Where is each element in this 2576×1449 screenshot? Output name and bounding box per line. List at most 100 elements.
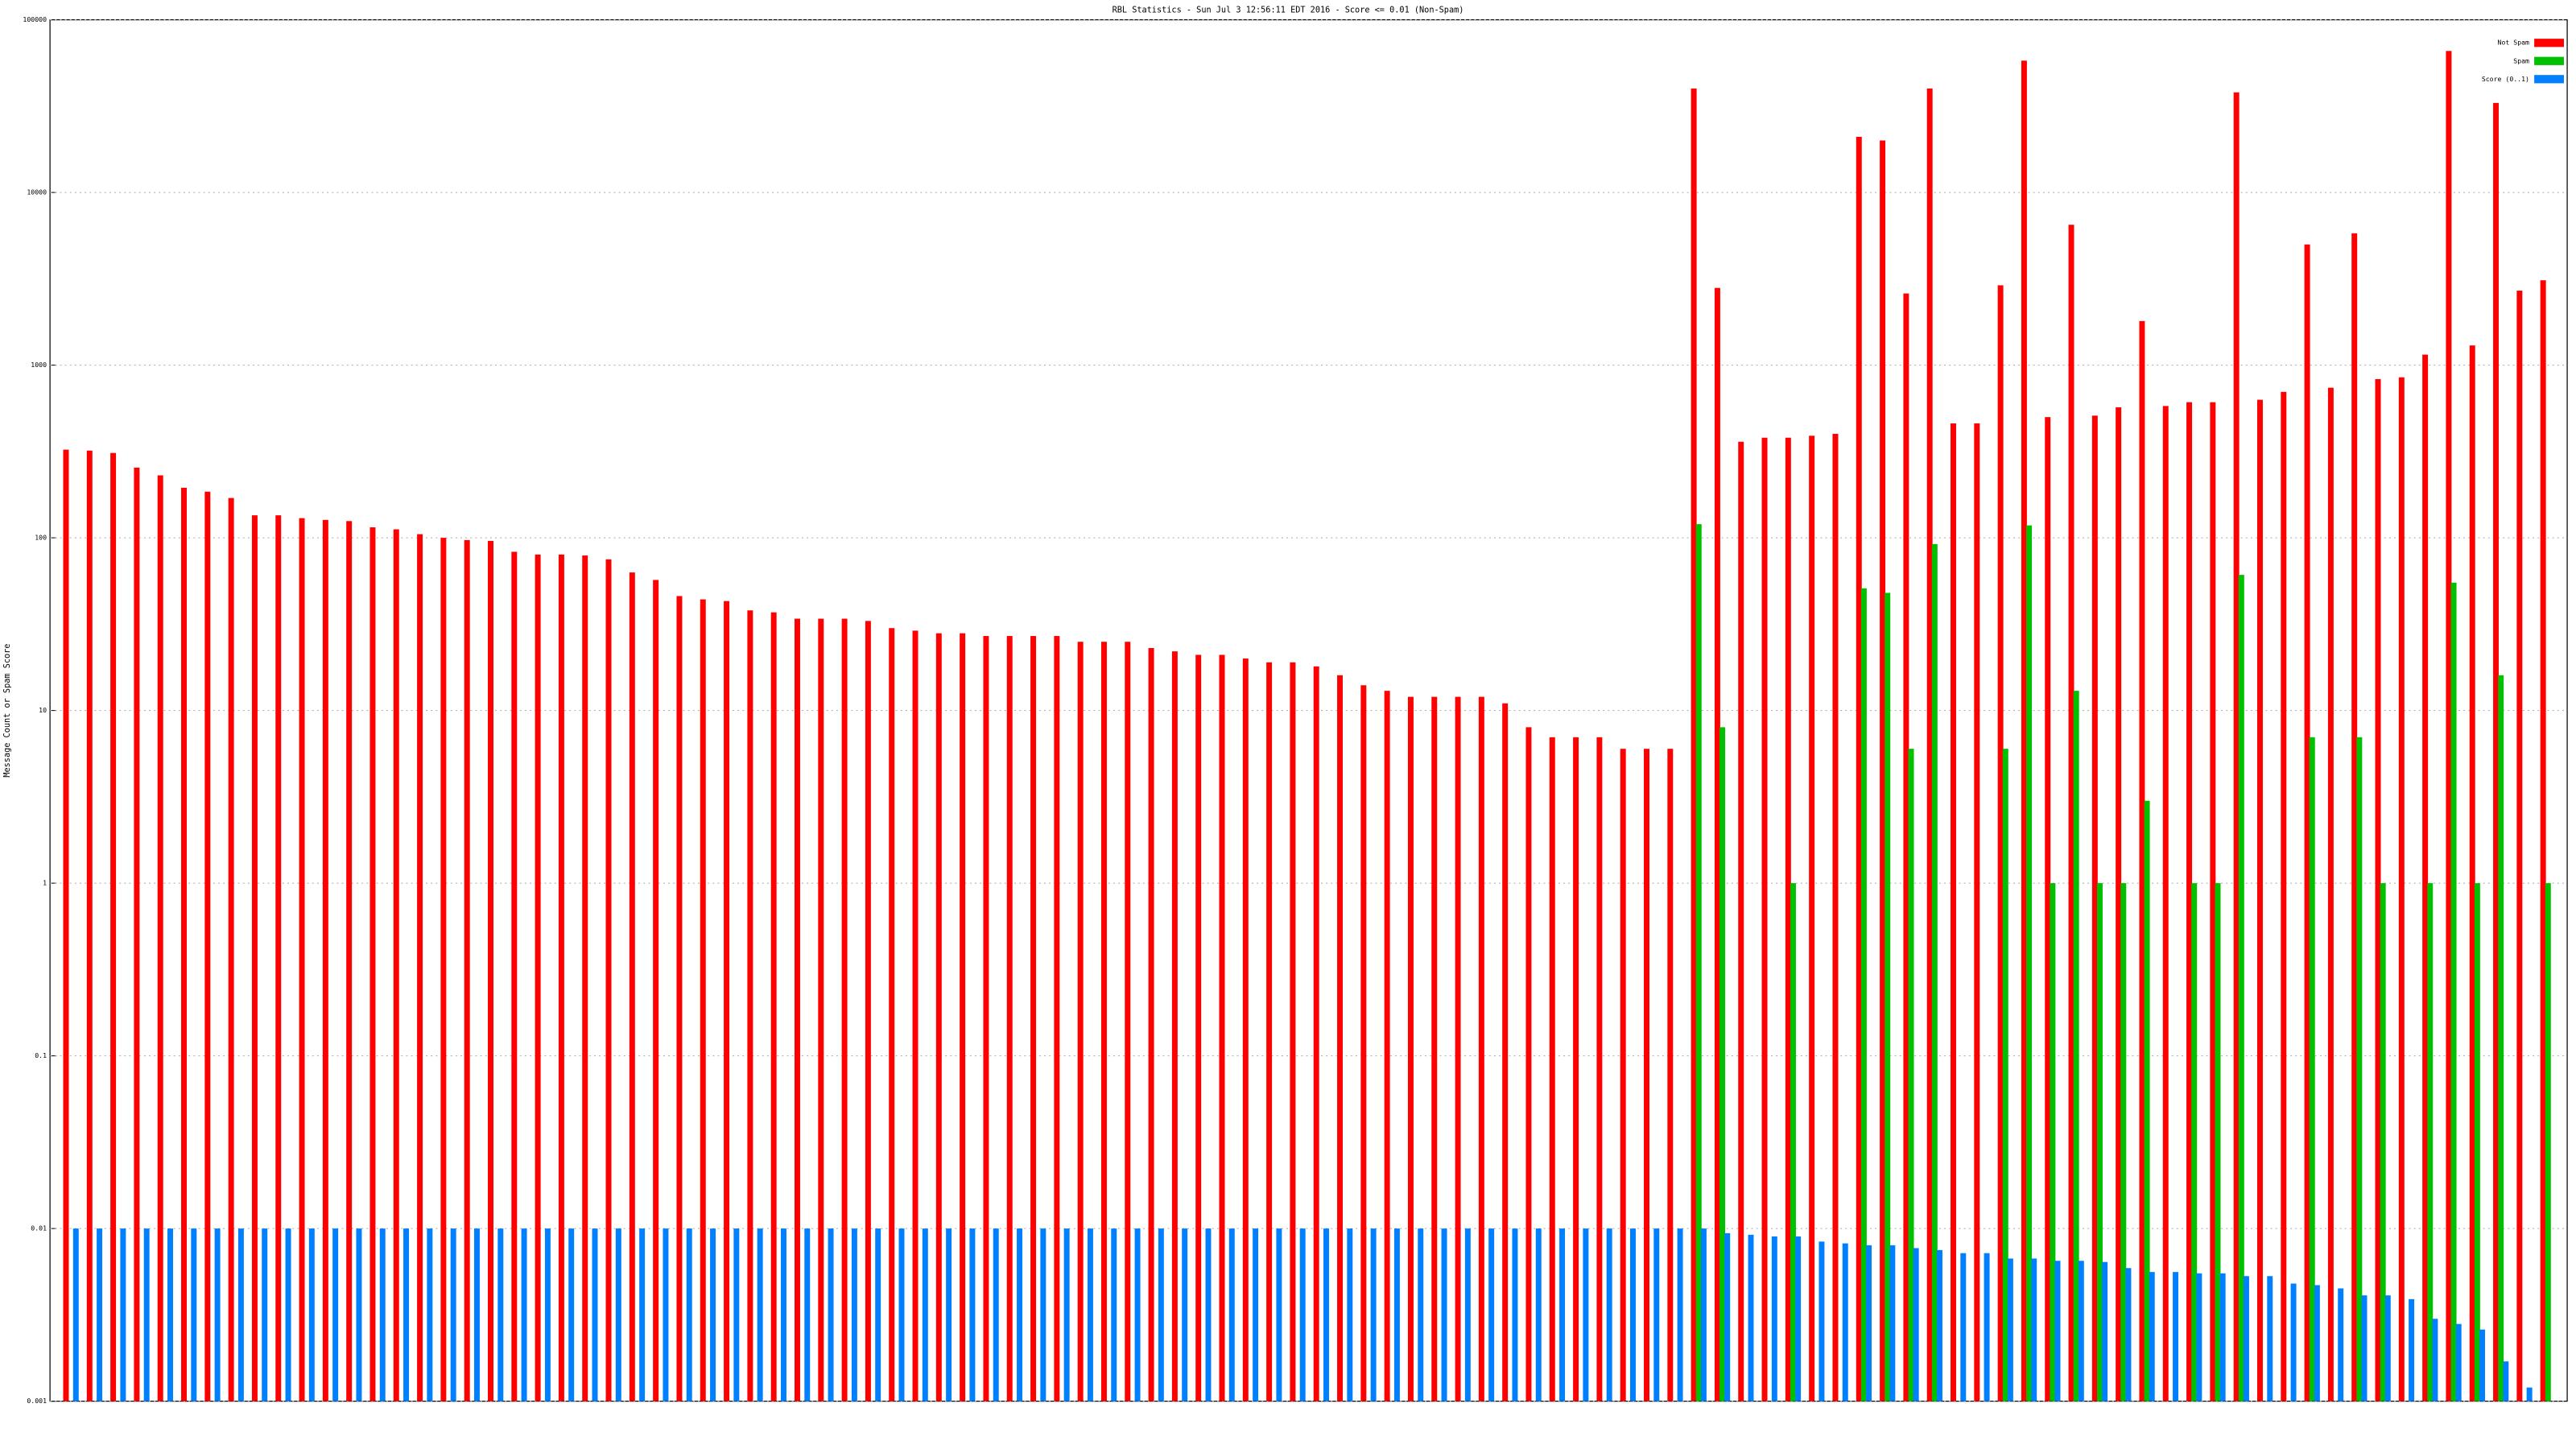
bar bbox=[686, 1228, 692, 1402]
bar bbox=[2540, 280, 2546, 1402]
bar bbox=[1266, 662, 1273, 1402]
bar bbox=[497, 1228, 504, 1402]
bar bbox=[473, 1228, 480, 1402]
bar bbox=[2210, 402, 2216, 1402]
bar bbox=[922, 1228, 928, 1402]
bar bbox=[1913, 1248, 1919, 1402]
bar bbox=[2238, 575, 2244, 1402]
bar bbox=[1040, 1228, 1046, 1402]
bar bbox=[2196, 1273, 2202, 1402]
bar bbox=[2149, 1272, 2155, 1402]
bar bbox=[804, 1228, 811, 1402]
bar bbox=[308, 1228, 315, 1402]
bar bbox=[2281, 391, 2287, 1402]
bar bbox=[1323, 1228, 1329, 1402]
bar bbox=[1960, 1253, 1967, 1402]
bar bbox=[1719, 727, 1726, 1402]
bar bbox=[1549, 737, 1555, 1402]
bar bbox=[1880, 140, 1886, 1402]
bar bbox=[912, 630, 919, 1402]
bar bbox=[2007, 1258, 2013, 1402]
bar bbox=[960, 633, 966, 1402]
bar bbox=[1337, 675, 1344, 1402]
bar bbox=[2338, 1288, 2344, 1402]
bar bbox=[2073, 691, 2079, 1402]
bar bbox=[1219, 654, 1225, 1402]
bar bbox=[275, 515, 282, 1402]
bar bbox=[1030, 636, 1037, 1402]
bar bbox=[393, 529, 399, 1402]
bar bbox=[1596, 737, 1603, 1402]
bar bbox=[369, 527, 376, 1402]
y-tick-label: 0.1 bbox=[35, 1051, 47, 1059]
bar bbox=[2045, 417, 2051, 1402]
bar bbox=[2116, 407, 2122, 1402]
bar bbox=[1228, 1228, 1235, 1402]
bar bbox=[1809, 436, 1815, 1402]
legend-label: Score (0..1) bbox=[2482, 75, 2529, 83]
bar bbox=[2526, 1387, 2533, 1402]
bar bbox=[2516, 291, 2523, 1402]
bar bbox=[1195, 654, 1202, 1402]
bar bbox=[97, 1228, 103, 1402]
bar bbox=[1441, 1228, 1447, 1402]
bar bbox=[1795, 1236, 1802, 1402]
bar bbox=[1100, 642, 1107, 1402]
bar bbox=[346, 521, 353, 1402]
bar bbox=[440, 538, 447, 1402]
bar bbox=[1653, 1228, 1660, 1402]
bar bbox=[1667, 749, 1674, 1402]
bar bbox=[417, 534, 423, 1402]
bar bbox=[841, 618, 848, 1402]
bar bbox=[969, 1228, 976, 1402]
bar bbox=[2026, 525, 2033, 1402]
bar bbox=[676, 596, 683, 1402]
bar bbox=[1695, 524, 1702, 1402]
bar bbox=[2545, 883, 2551, 1402]
bar bbox=[2144, 800, 2150, 1402]
bar bbox=[2054, 1261, 2061, 1402]
bar bbox=[2493, 102, 2500, 1402]
bar bbox=[1205, 1228, 1212, 1402]
bar bbox=[1630, 1228, 1636, 1402]
bar bbox=[2450, 582, 2457, 1402]
bar bbox=[663, 1228, 669, 1402]
bar bbox=[1525, 727, 1532, 1402]
bar bbox=[1771, 1236, 1777, 1402]
bar bbox=[2409, 1298, 2415, 1402]
bar bbox=[2191, 883, 2198, 1402]
bar bbox=[1253, 1228, 1259, 1402]
bar bbox=[605, 559, 612, 1402]
bar bbox=[403, 1228, 410, 1402]
bar bbox=[1606, 1228, 1612, 1402]
bar bbox=[2380, 883, 2386, 1402]
bar bbox=[2173, 1272, 2179, 1402]
bar bbox=[2503, 1361, 2509, 1402]
bar bbox=[1903, 293, 1909, 1402]
bar bbox=[1832, 433, 1839, 1402]
bar bbox=[167, 1228, 173, 1402]
bar bbox=[299, 518, 305, 1402]
bar bbox=[1559, 1228, 1566, 1402]
bar bbox=[2474, 883, 2480, 1402]
bar bbox=[1573, 737, 1579, 1402]
bar bbox=[794, 618, 800, 1402]
bar bbox=[72, 1228, 79, 1402]
bar bbox=[1148, 648, 1154, 1402]
bar bbox=[181, 487, 187, 1402]
bar bbox=[1360, 685, 1367, 1402]
bar bbox=[134, 467, 140, 1402]
bar bbox=[2102, 1261, 2108, 1402]
bar bbox=[2091, 415, 2098, 1402]
bar bbox=[2432, 1319, 2438, 1402]
bar bbox=[521, 1228, 527, 1402]
bar bbox=[2398, 377, 2405, 1402]
bar bbox=[1908, 749, 1914, 1402]
legend-label: Not Spam bbox=[2498, 39, 2530, 47]
bar bbox=[1455, 696, 1461, 1402]
bar bbox=[1644, 749, 1649, 1402]
bar bbox=[1134, 1228, 1141, 1402]
bar bbox=[1583, 1228, 1589, 1402]
bar bbox=[993, 1228, 999, 1402]
bar bbox=[1171, 651, 1178, 1402]
